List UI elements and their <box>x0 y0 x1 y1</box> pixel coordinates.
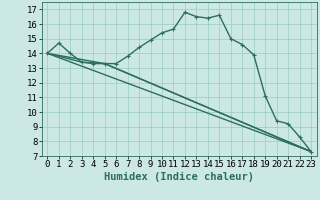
X-axis label: Humidex (Indice chaleur): Humidex (Indice chaleur) <box>104 172 254 182</box>
